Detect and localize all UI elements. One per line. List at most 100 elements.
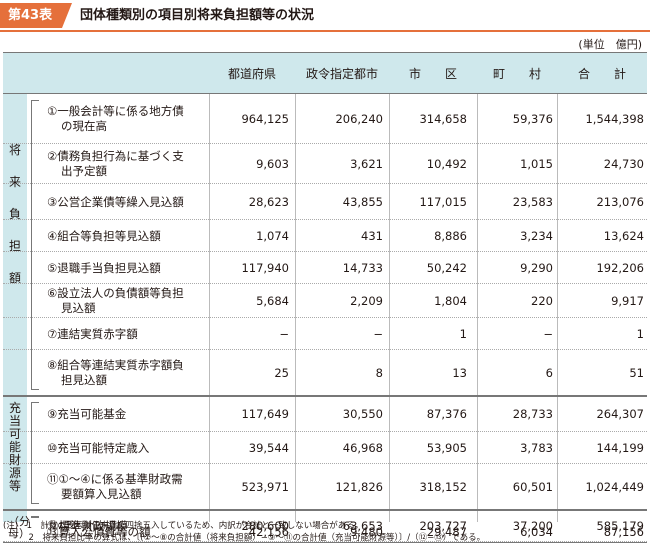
table-row [3, 252, 647, 284]
table-row [3, 184, 647, 220]
cell-value: − [279, 326, 289, 341]
cell-value: 29,487 [426, 524, 467, 539]
cell-value: 10,492 [426, 156, 467, 171]
unit-label: (単位 億円) [578, 38, 642, 51]
table-row [3, 318, 647, 350]
group-label: 充当可能財源等 [8, 401, 21, 493]
row-label: ②債務負担行為に基づく支 出予定額 [47, 149, 209, 179]
data-table: 都道府県 政令指定都市 市 区 町 村 合 計 ①一般会計等に係る地方債 の現在高… [3, 52, 647, 543]
table-title: 団体種類別の項目別将来負担額等の状況 [80, 8, 315, 23]
row-label: ⑦連結実質赤字額 [47, 327, 209, 342]
table-row [3, 284, 647, 318]
row-label-line1: ①一般会計等に係る地方債 [47, 104, 184, 118]
cell-value: 13 [452, 365, 467, 380]
row-label-line1: ②債務負担行為に基づく支 [47, 149, 184, 163]
group-label: 将 来 負 担 額 [8, 143, 21, 285]
table-row [3, 144, 647, 184]
row-label: ①一般会計等に係る地方債 の現在高 [47, 104, 209, 134]
title-underline [0, 30, 650, 32]
cell-value: 23,583 [512, 194, 553, 209]
row-label: ③公営企業債等繰入見込額 [47, 195, 209, 210]
table-row [3, 510, 647, 542]
cell-value: 117,015 [419, 194, 467, 209]
cell-value: 280,600 [241, 518, 289, 533]
row-label-line2: 担見込額 [61, 373, 107, 387]
cell-value: 264,307 [596, 406, 644, 421]
cell-value: 43,855 [342, 194, 383, 209]
cell-value: 1,024,449 [585, 479, 644, 494]
table-row [3, 350, 647, 396]
cell-value: 318,152 [419, 479, 467, 494]
cell-value: 964,125 [241, 111, 289, 126]
cell-value: 37,200 [512, 518, 553, 533]
row-label: ⑬算入公債費等の額 [47, 525, 209, 540]
column-divider [557, 94, 558, 522]
row-label-line1: ⑤退職手当負担見込額 [47, 260, 161, 275]
title-bar: 第43表 団体種類別の項目別将来負担額等の状況 [0, 0, 650, 32]
header-total: 合 計 [577, 67, 626, 81]
cell-value: 59,376 [512, 111, 553, 126]
column-divider [209, 94, 210, 522]
cell-value: 60,501 [512, 479, 553, 494]
row-label: ⑫標準財政規模 [47, 519, 209, 534]
group-column [3, 94, 27, 522]
cell-value: 144,199 [596, 440, 644, 455]
cell-value: 2,209 [350, 293, 383, 308]
header-designated-cities: 政令指定都市 [305, 67, 378, 81]
cell-value: 8 [375, 365, 383, 380]
cell-value: 6 [545, 365, 553, 380]
cell-value: 50,242 [426, 260, 467, 275]
cell-value: 121,826 [335, 479, 383, 494]
cell-value: 51 [629, 365, 644, 380]
group-bracket [31, 100, 39, 390]
cell-value: 87,156 [603, 524, 644, 539]
row-label-line1: ⑦連結実質赤字額 [47, 326, 138, 341]
header-cities-wards: 市 区 [408, 67, 457, 81]
row-label-line2: 見込額 [61, 301, 96, 315]
group-separator [3, 396, 647, 397]
cell-value: 14,733 [342, 260, 383, 275]
cell-value: 523,971 [241, 479, 289, 494]
table-number-badge: 第43表 [0, 3, 72, 28]
row-label-line2: の現在高 [61, 119, 107, 133]
footnote-1: (注) 1 計数の表示単位未満を四捨五入しているため、内訳が合計と一致しない場合… [3, 521, 364, 531]
cell-value: 87,376 [426, 406, 467, 421]
row-label-line1: ⑪①〜④に係る基準財政需 [47, 472, 183, 486]
row-label: ⑨充当可能基金 [47, 407, 209, 422]
header-towns-villages: 町 村 [492, 67, 541, 81]
cell-value: 63,653 [342, 518, 383, 533]
cell-value: 1,804 [434, 293, 467, 308]
cell-value: 28,623 [248, 194, 289, 209]
row-label-line1: ⑨充当可能基金 [47, 406, 127, 421]
cell-value: 1 [636, 326, 644, 341]
row-label: ⑤退職手当負担見込額 [47, 261, 209, 276]
cell-value: 25 [274, 365, 289, 380]
cell-value: 46,968 [342, 440, 383, 455]
table-row [3, 396, 647, 432]
cell-value: 53,905 [426, 440, 467, 455]
cell-value: 3,783 [520, 440, 553, 455]
cell-value: − [373, 326, 383, 341]
cell-value: 24,730 [603, 156, 644, 171]
cell-value: 1,544,398 [585, 111, 644, 126]
cell-value: 30,550 [342, 406, 383, 421]
cell-value: 28,733 [512, 406, 553, 421]
cell-value: 203,727 [419, 518, 467, 533]
cell-value: 13,624 [603, 228, 644, 243]
cell-value: 8,886 [434, 228, 467, 243]
row-label: ④組合等負担等見込額 [47, 229, 209, 244]
table-header: 都道府県 政令指定都市 市 区 町 村 合 計 [3, 52, 647, 94]
row-label-line1: ⑫標準財政規模 [47, 518, 128, 533]
column-divider [477, 94, 478, 522]
cell-value: 3,621 [350, 156, 383, 171]
cell-value: 42,156 [248, 524, 289, 539]
row-label-line1: ③公営企業債等繰入見込額 [47, 194, 184, 209]
table-row [3, 542, 647, 543]
cell-value: 206,240 [335, 111, 383, 126]
cell-value: 39,544 [248, 440, 289, 455]
cell-value: 9,917 [611, 293, 644, 308]
cell-value: 1,074 [256, 228, 289, 243]
cell-value: 192,206 [596, 260, 644, 275]
row-label-line1: ⑥設立法人の負債額等負担 [47, 286, 184, 300]
table-row [3, 220, 647, 252]
